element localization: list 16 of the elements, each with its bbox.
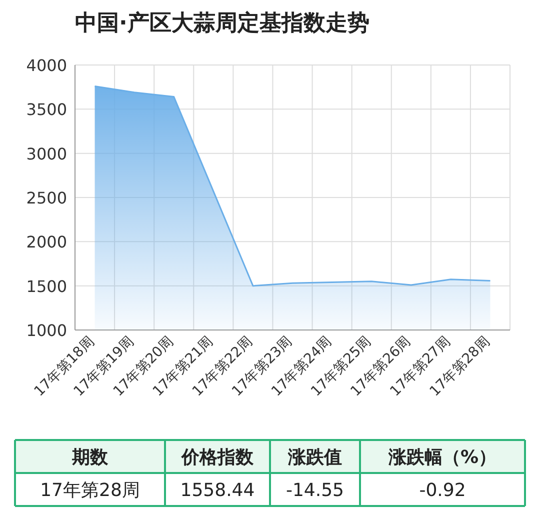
text: 1558.44	[180, 480, 255, 501]
text: 涨跌值	[287, 447, 342, 468]
text: -0.92	[419, 480, 466, 501]
text: 17年第28周	[40, 480, 140, 501]
text: 涨跌幅（%）	[387, 447, 497, 468]
text: 价格指数	[180, 447, 254, 468]
y-tick-label: 1500	[26, 276, 67, 296]
text: -14.55	[286, 480, 344, 501]
y-tick-label: 4000	[26, 56, 67, 75]
chart-title: 中国·产区大蒜周定基指数走势	[75, 10, 370, 36]
y-tick-label: 3000	[26, 144, 67, 164]
y-tick-label: 2500	[26, 188, 67, 208]
text: 期数	[71, 447, 109, 468]
y-tick-label: 3500	[26, 100, 67, 120]
y-tick-label: 2000	[26, 232, 67, 252]
y-tick-label: 1000	[26, 321, 67, 340]
